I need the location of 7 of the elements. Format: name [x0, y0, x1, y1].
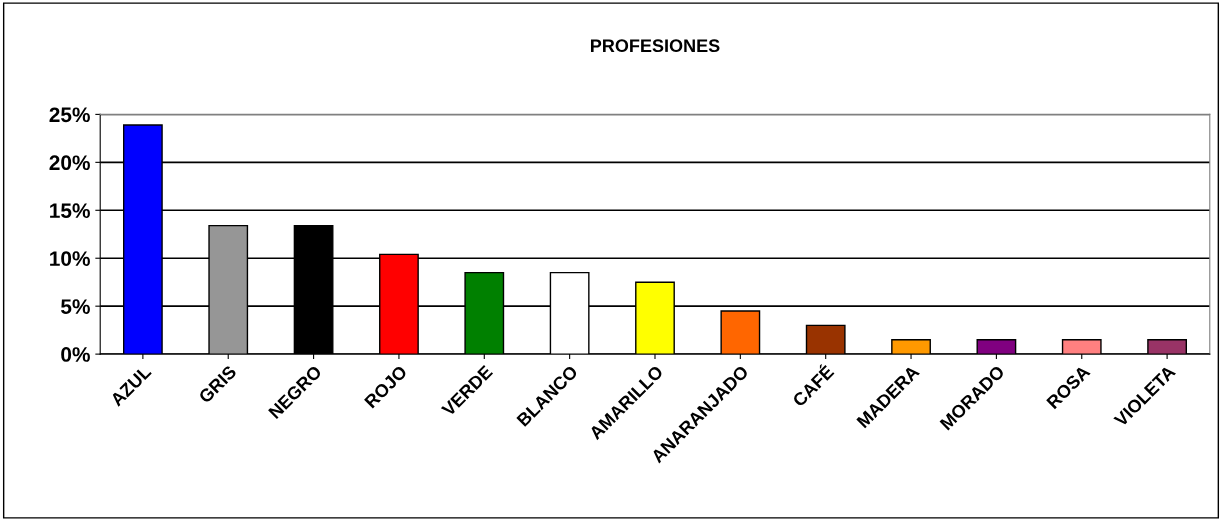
y-tick-label: 0% [61, 347, 90, 362]
y-tick-label: 25% [49, 107, 90, 123]
y-tick-label: 5% [61, 299, 90, 314]
chart-title: PROFESIONES [590, 39, 720, 53]
y-tick-label: 15% [50, 203, 90, 219]
y-tick-label: 10% [50, 251, 90, 266]
y-tick-label: 20% [49, 155, 90, 171]
